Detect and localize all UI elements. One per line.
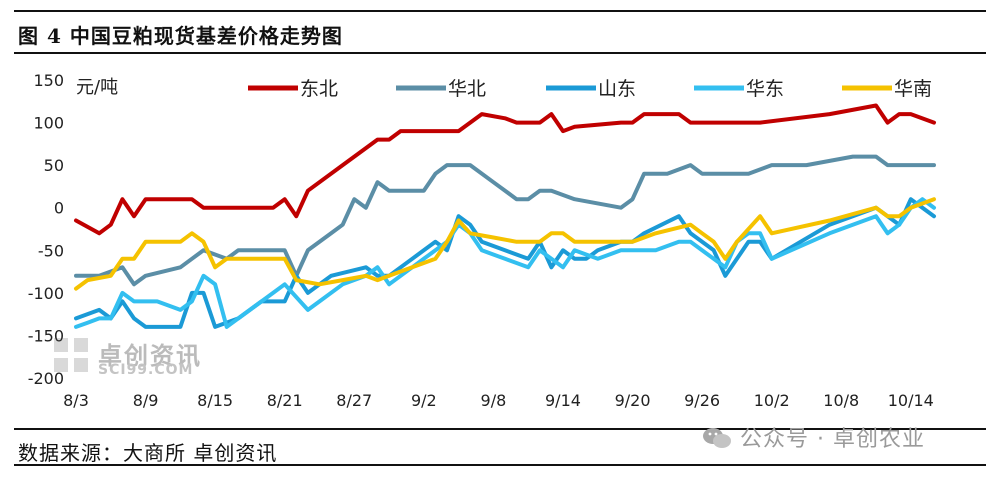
x-tick-label: 10/8 (823, 391, 859, 410)
legend-label-3: 山东 (598, 78, 636, 100)
data-source: 数据来源：大商所 卓创资讯 (18, 441, 278, 465)
legend-label-5: 华南 (894, 78, 932, 100)
x-tick-label: 8/21 (267, 391, 303, 410)
x-tick-label: 8/3 (63, 391, 89, 410)
y-tick-label: 100 (33, 114, 64, 133)
series-line-3 (74, 197, 936, 329)
basis-line-chart: 150 100 50 0 -50 -100 -150 -200 8/3 8/9 8/15 8/21 8/… (28, 71, 936, 410)
y-tick-label: 50 (44, 156, 64, 175)
source-top-rule (14, 428, 986, 430)
x-tick-label: 9/14 (545, 391, 581, 410)
x-tick-label: 8/15 (197, 391, 233, 410)
title-top-rule (14, 10, 986, 12)
x-tick-label: 9/2 (411, 391, 437, 410)
y-tick-label: -50 (38, 241, 64, 260)
y-tick-label: -150 (28, 326, 64, 345)
x-tick-label: 10/2 (754, 391, 790, 410)
x-tick-label: 9/20 (615, 391, 651, 410)
legend-label-4: 华东 (746, 78, 784, 100)
legend-label-2: 华北 (448, 78, 486, 100)
x-tick-label: 8/9 (133, 391, 159, 410)
wechat-icon (703, 428, 731, 448)
x-tick-label: 10/14 (888, 391, 934, 410)
x-tick-label: 8/27 (336, 391, 372, 410)
x-tick-label: 9/8 (481, 391, 507, 410)
series-line-5 (74, 197, 936, 291)
watermark-logo-icon (54, 338, 88, 372)
y-unit-label: 元/吨 (76, 77, 118, 98)
y-tick-label: -100 (28, 284, 64, 303)
y-tick-label: -200 (28, 369, 64, 388)
watermark-sub: SCI99.COM (98, 362, 194, 378)
watermark-name: 卓创资讯 (98, 342, 202, 370)
series-line-4 (74, 197, 936, 329)
figure-title: 图 4 中国豆粕现货基差价格走势图 (18, 24, 343, 48)
legend-label-1: 东北 (300, 78, 338, 100)
y-tick-label: 0 (54, 199, 64, 218)
wechat-watermark: 公众号 · 卓创农业 (740, 427, 925, 452)
y-tick-label: 150 (33, 71, 64, 90)
series-line-2 (74, 154, 936, 287)
bottom-rule (14, 464, 986, 466)
x-tick-label: 9/26 (684, 391, 720, 410)
series-line-1 (74, 103, 936, 236)
title-bottom-rule (14, 52, 986, 54)
